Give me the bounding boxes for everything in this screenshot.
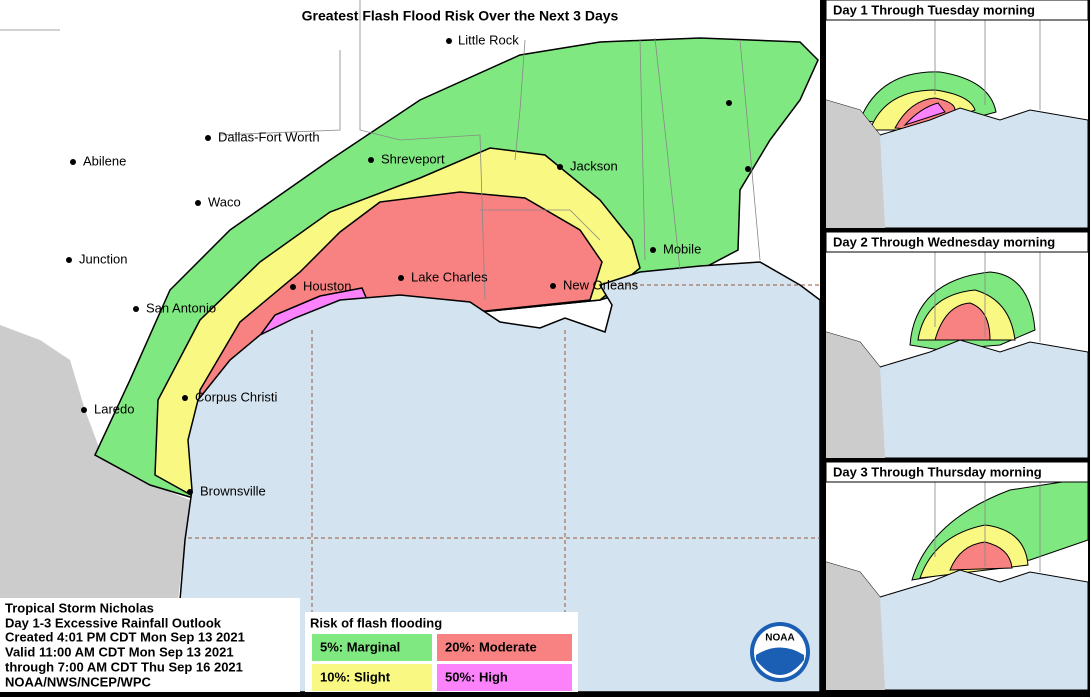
inset-mexico bbox=[826, 100, 885, 228]
legend-label: 5%: Marginal bbox=[320, 639, 400, 654]
city-label: New Orleans bbox=[563, 277, 639, 292]
inset-title-bg bbox=[825, 231, 1089, 253]
legend-label: 10%: Slight bbox=[320, 669, 391, 684]
city-dot bbox=[195, 200, 201, 206]
inset-risk bbox=[911, 477, 1089, 581]
city-label: Mobile bbox=[663, 241, 701, 256]
city-label: Junction bbox=[79, 251, 127, 266]
city-label: Abilene bbox=[83, 153, 126, 168]
inset-borders bbox=[934, 482, 1041, 572]
shape bbox=[0, 0, 761, 301]
inset: Day 2 Through Wednesday morning bbox=[825, 231, 1089, 459]
city-dot bbox=[133, 306, 139, 312]
inset-title: Day 3 Through Thursday morning bbox=[833, 464, 1042, 479]
cities: Little Rock Dallas-Fort Worth Abilene Sh… bbox=[66, 32, 751, 498]
city-dot bbox=[550, 283, 556, 289]
city-dot bbox=[182, 395, 188, 401]
city-label: San Antonio bbox=[146, 300, 216, 315]
legend-label: 50%: High bbox=[445, 669, 508, 684]
city-dot bbox=[368, 157, 374, 163]
main-map bbox=[0, 0, 821, 693]
city-dot bbox=[187, 489, 193, 495]
inset-risk-area bbox=[934, 302, 991, 341]
noaa-logo: NOAA bbox=[750, 622, 810, 682]
info-line: Created 4:01 PM CDT Mon Sep 13 2021 bbox=[5, 629, 245, 644]
shape bbox=[756, 647, 804, 675]
city-dot bbox=[290, 284, 296, 290]
city-label: Laredo bbox=[94, 401, 134, 416]
info-text: Tropical Storm Nicholas Day 1-3 Excessiv… bbox=[5, 600, 245, 689]
city-dot bbox=[650, 247, 656, 253]
city-dot bbox=[398, 275, 404, 281]
inset-risk bbox=[909, 271, 1036, 351]
city-label: Shreveport bbox=[381, 151, 445, 166]
logo-text: NOAA bbox=[765, 633, 794, 644]
city-label: Houston bbox=[303, 278, 351, 293]
legend-swatch bbox=[437, 664, 572, 691]
legend-label: 20%: Moderate bbox=[445, 639, 537, 654]
inset-borders bbox=[934, 252, 1041, 342]
legend-swatch bbox=[312, 634, 432, 661]
inset-title-bg bbox=[825, 0, 1089, 21]
info-line: NOAA/NWS/NCEP/WPC bbox=[5, 674, 152, 689]
info-line: Tropical Storm Nicholas bbox=[5, 600, 154, 615]
legend: 5%: Marginal 20%: Moderate 10%: Slight 50%:… bbox=[312, 634, 572, 691]
inset: Day 1 Through Tuesday morning bbox=[825, 0, 1089, 229]
insets: Day 1 Through Tuesday morning Day 2 Throu… bbox=[825, 0, 1089, 691]
city-dot bbox=[745, 166, 751, 172]
inset-gulf bbox=[825, 331, 1089, 459]
inset-title-bg bbox=[825, 461, 1089, 483]
inset-mexico bbox=[826, 332, 885, 458]
city-dot bbox=[726, 100, 732, 106]
legend-title: Risk of flash flooding bbox=[310, 615, 442, 630]
city-label: Little Rock bbox=[458, 32, 519, 47]
map-title: Greatest Flash Flood Risk Over the Next … bbox=[302, 8, 619, 24]
info-line: Valid 11:00 AM CDT Mon Sep 13 2021 bbox=[5, 644, 234, 659]
city-label: Dallas-Fort Worth bbox=[218, 129, 320, 144]
inset-title: Day 2 Through Wednesday morning bbox=[833, 234, 1055, 249]
info-box bbox=[0, 598, 300, 692]
city-label: Lake Charles bbox=[411, 269, 488, 284]
info-line: through 7:00 AM CDT Thu Sep 16 2021 bbox=[5, 659, 243, 674]
inset-borders bbox=[934, 20, 1041, 110]
inset-gulf bbox=[825, 99, 1089, 229]
city-label: Waco bbox=[208, 194, 241, 209]
inset-title: Day 1 Through Tuesday morning bbox=[833, 2, 1035, 17]
city-dot bbox=[557, 164, 563, 170]
city-label: Jackson bbox=[570, 158, 618, 173]
city-dot bbox=[66, 257, 72, 263]
city-dot bbox=[70, 159, 76, 165]
inset-mexico bbox=[826, 562, 885, 690]
inset-risk-area bbox=[903, 102, 946, 127]
legend-swatch bbox=[312, 664, 432, 691]
city-dot bbox=[205, 135, 211, 141]
city-label: Corpus Christi bbox=[195, 389, 277, 404]
city-dot bbox=[446, 38, 452, 44]
inset: Day 3 Through Thursday morning bbox=[825, 461, 1089, 691]
info-line: Day 1-3 Excessive Rainfall Outlook bbox=[5, 615, 222, 630]
legend-swatch bbox=[437, 634, 572, 661]
state-borders bbox=[0, 0, 761, 301]
city-dot bbox=[81, 407, 87, 413]
city-label: Brownsville bbox=[200, 483, 266, 498]
